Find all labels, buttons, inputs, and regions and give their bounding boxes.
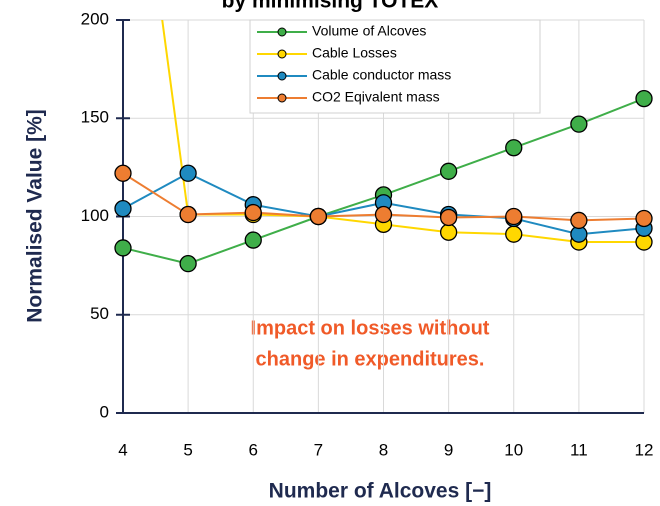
marker	[374, 205, 393, 224]
legend-label: Volume of Alcoves	[312, 23, 426, 39]
legend-label: Cable conductor mass	[312, 67, 451, 83]
legend-marker	[277, 93, 287, 103]
legend-marker	[277, 49, 287, 59]
annotation: change in expenditures.	[256, 348, 485, 370]
y-tick-label: 200	[81, 9, 109, 28]
marker	[114, 199, 132, 218]
marker	[244, 203, 262, 222]
marker	[570, 211, 588, 230]
x-axis-title: Number of Alcoves [−]	[269, 480, 492, 503]
legend: Volume of Alcoves Cable Losses Cable condu…	[249, 19, 541, 114]
y-tick-label: 150	[81, 108, 109, 127]
marker	[635, 209, 653, 228]
marker	[505, 225, 523, 243]
y-tick-label: 50	[90, 304, 109, 323]
marker	[505, 207, 523, 226]
x-tick-label: 5	[183, 440, 192, 459]
y-tick-label: 100	[81, 206, 109, 225]
legend-marker	[277, 71, 287, 81]
marker	[179, 164, 197, 182]
marker	[439, 223, 458, 241]
marker	[505, 139, 523, 157]
marker	[439, 162, 458, 180]
marker	[179, 255, 197, 273]
marker	[635, 89, 653, 108]
y-axis-title: Normalised Value [%]	[24, 109, 47, 323]
marker	[309, 207, 328, 226]
y-tick-label: 0	[100, 402, 109, 421]
legend-label: Cable Losses	[312, 45, 397, 61]
annotation: Impact on losses without	[251, 317, 490, 339]
legend-label: CO2 Eqivalent mass	[312, 89, 440, 105]
marker	[570, 115, 588, 133]
x-tick-label: 10	[504, 440, 523, 459]
marker	[114, 164, 132, 182]
chart-title: by minimising TOTEX	[222, 0, 439, 13]
x-tick-label: 9	[444, 440, 453, 459]
x-tick-label: 4	[118, 440, 127, 459]
marker	[244, 231, 262, 249]
marker	[439, 208, 458, 227]
legend-marker	[277, 27, 287, 37]
marker	[114, 239, 132, 257]
x-tick-label: 6	[249, 440, 258, 459]
x-tick-label: 12	[635, 440, 654, 459]
marker	[179, 205, 197, 224]
x-tick-label: 8	[379, 440, 388, 459]
x-tick-label: 7	[314, 440, 323, 459]
plot	[114, 20, 653, 273]
x-tick-label: 11	[570, 440, 588, 459]
